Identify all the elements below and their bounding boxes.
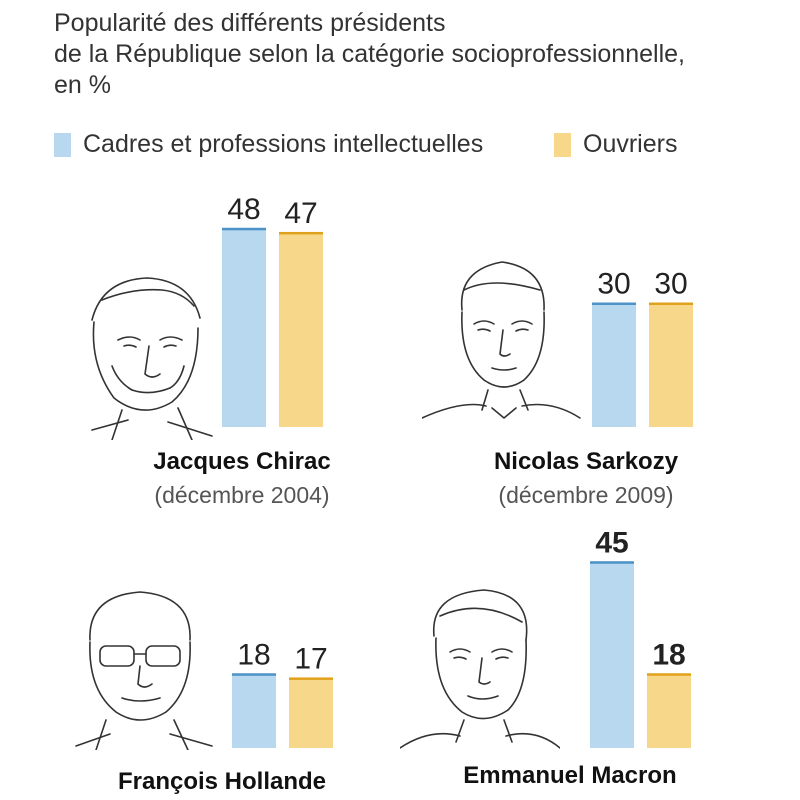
bar-top-line	[289, 677, 333, 680]
bar-top-line	[647, 673, 691, 676]
data-label: 17	[294, 642, 327, 675]
president-name: Emmanuel Macron	[463, 762, 677, 789]
data-label: 47	[284, 197, 317, 230]
legend-swatch-ouvriers	[554, 132, 571, 157]
president-name: François Hollande	[117, 768, 327, 795]
bar-ouvriers	[647, 673, 691, 748]
bar-cadres	[590, 561, 634, 748]
data-label: 48	[227, 193, 260, 226]
bar-ouvriers	[289, 677, 333, 748]
portrait-chirac-icon	[91, 277, 213, 440]
legend-label: Ouvriers	[583, 130, 678, 158]
bar-top-line	[279, 231, 323, 235]
president-date: (décembre 2004)	[154, 482, 330, 508]
portrait-sarkozy-icon	[422, 261, 581, 420]
bar-cadres	[232, 673, 276, 748]
data-label: 45	[595, 526, 628, 559]
data-label: 18	[652, 638, 685, 671]
chart-title: Popularité des différents présidents de …	[54, 8, 774, 101]
title-line: Popularité des différents présidents	[54, 9, 446, 37]
president-name: Jacques Chirac	[153, 448, 331, 475]
data-label: 30	[597, 268, 630, 301]
bar-top-line	[232, 673, 276, 676]
panel-chirac: Jacques Chirac (décembre 2004)	[0, 180, 400, 508]
legend-item-ouvriers: Ouvriers	[554, 130, 677, 159]
title-line: de la République selon la catégorie soci…	[54, 40, 685, 68]
bar-cadres	[592, 302, 636, 427]
bar-cadres	[222, 227, 266, 427]
legend-swatch-cadres	[54, 132, 71, 157]
president-name: Nicolas Sarkozy	[493, 448, 679, 475]
portrait-hollande-icon	[75, 591, 213, 750]
bar-top-line	[649, 302, 693, 305]
panel-hollande: François Hollande	[0, 520, 400, 800]
portrait-macron-icon	[400, 589, 560, 749]
data-label: 30	[654, 268, 687, 301]
bar-top-line	[590, 561, 634, 564]
panel-sarkozy: Nicolas Sarkozy (décembre 2009)	[400, 180, 800, 508]
president-date: (décembre 2009)	[498, 482, 674, 508]
panel-macron: Emmanuel Macron	[400, 520, 800, 800]
title-line: en %	[54, 71, 111, 99]
data-label: 18	[237, 638, 270, 671]
bar-top-line	[222, 227, 266, 231]
bar-ouvriers	[649, 302, 693, 427]
bar-ouvriers	[279, 231, 323, 427]
legend-item-cadres: Cadres et professions intellectuelles	[54, 130, 483, 159]
legend-label: Cadres et professions intellectuelles	[83, 130, 484, 158]
bar-top-line	[592, 302, 636, 305]
